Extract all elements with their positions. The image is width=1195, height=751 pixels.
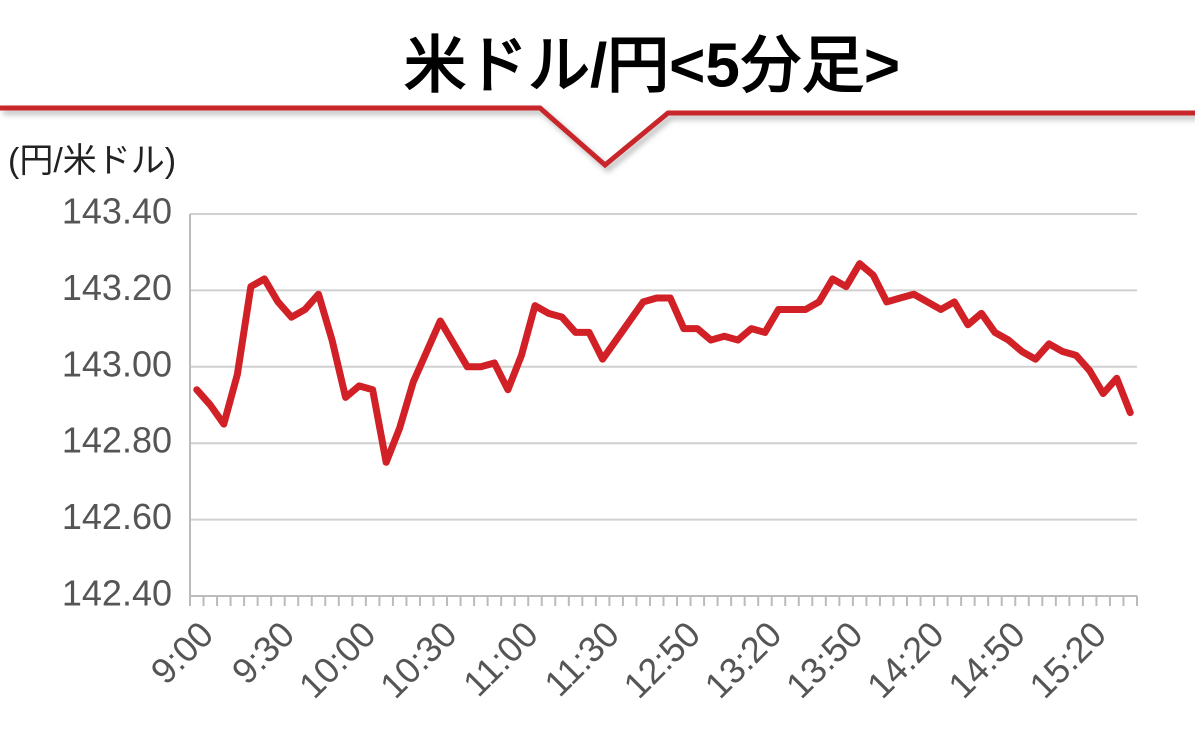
y-axis-label: (円/米ドル) bbox=[8, 142, 176, 180]
y-tick-label: 143.00 bbox=[62, 343, 172, 384]
x-tick-label: 14:20 bbox=[859, 613, 952, 706]
x-tick-label: 9:30 bbox=[224, 613, 303, 692]
x-tick-label: 9:00 bbox=[143, 613, 222, 692]
y-tick-label: 142.40 bbox=[62, 573, 172, 614]
y-tick-label: 142.60 bbox=[62, 496, 172, 537]
x-tick-label: 15:20 bbox=[1021, 613, 1114, 706]
y-tick-label: 143.40 bbox=[62, 191, 172, 232]
x-tick-label: 14:50 bbox=[940, 613, 1033, 706]
y-tick-label: 142.80 bbox=[62, 420, 172, 461]
x-tick-label: 13:50 bbox=[778, 613, 871, 706]
x-tick-label: 11:30 bbox=[536, 613, 627, 704]
chart-title: 米ドル/円<5分足> bbox=[404, 31, 900, 100]
x-tick-label: 12:50 bbox=[615, 613, 708, 706]
y-tick-label: 143.20 bbox=[62, 267, 172, 308]
x-tick-label: 11:00 bbox=[455, 613, 546, 704]
line bbox=[193, 260, 1134, 466]
title-banner bbox=[0, 105, 1195, 169]
x-tick-label: 13:20 bbox=[697, 613, 790, 706]
x-tick-label: 10:30 bbox=[372, 613, 465, 706]
x-tick-label: 10:00 bbox=[291, 613, 384, 706]
